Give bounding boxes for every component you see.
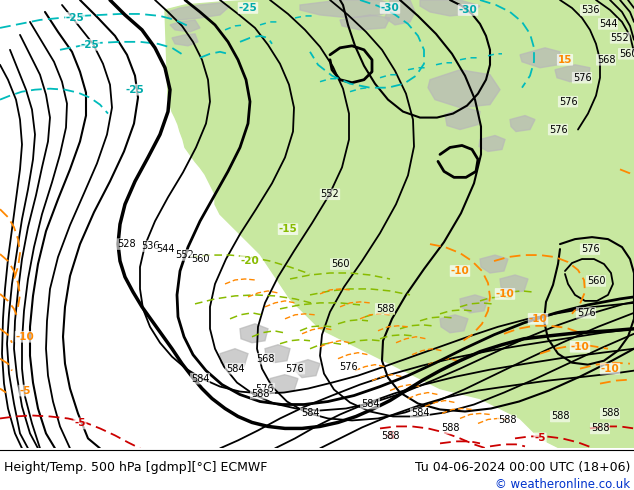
Text: -10: -10 <box>451 266 469 276</box>
Text: 588: 588 <box>376 304 394 314</box>
Polygon shape <box>460 295 488 313</box>
Text: 15: 15 <box>558 55 573 65</box>
Polygon shape <box>172 34 198 46</box>
Text: 544: 544 <box>156 244 174 254</box>
Polygon shape <box>340 15 390 30</box>
Text: 552: 552 <box>321 189 339 199</box>
Text: 584: 584 <box>411 409 429 418</box>
Text: 544: 544 <box>598 19 618 29</box>
Polygon shape <box>420 0 480 16</box>
Text: -10: -10 <box>496 289 514 299</box>
Text: 588: 588 <box>381 431 399 441</box>
Text: -10: -10 <box>16 332 34 342</box>
Text: 588: 588 <box>551 412 569 421</box>
Text: 560: 560 <box>586 276 605 286</box>
Text: -10: -10 <box>571 342 590 352</box>
Polygon shape <box>168 3 230 20</box>
Polygon shape <box>445 108 480 129</box>
Text: 584: 584 <box>191 373 209 384</box>
Polygon shape <box>240 324 268 343</box>
Text: 552: 552 <box>176 250 195 260</box>
Text: 552: 552 <box>611 33 630 43</box>
Polygon shape <box>385 0 415 25</box>
Text: 584: 584 <box>361 398 379 409</box>
Text: 560: 560 <box>619 49 634 59</box>
Text: 576: 576 <box>256 384 275 393</box>
Polygon shape <box>510 116 535 131</box>
Polygon shape <box>265 345 290 363</box>
Polygon shape <box>520 48 560 68</box>
Text: 576: 576 <box>573 73 592 83</box>
Text: 560: 560 <box>331 259 349 269</box>
Text: 588: 588 <box>251 389 269 398</box>
Polygon shape <box>220 349 248 368</box>
Text: 536: 536 <box>141 241 159 251</box>
Text: 568: 568 <box>256 354 275 364</box>
Text: -25: -25 <box>238 3 257 13</box>
Text: 576: 576 <box>548 124 567 135</box>
Polygon shape <box>270 375 298 392</box>
Text: 576: 576 <box>577 308 595 318</box>
Text: -25: -25 <box>126 85 145 95</box>
Polygon shape <box>295 360 320 378</box>
Polygon shape <box>440 315 468 333</box>
Polygon shape <box>555 65 590 82</box>
Text: -10: -10 <box>529 314 547 324</box>
Text: -5: -5 <box>384 431 396 441</box>
Text: -5: -5 <box>19 386 31 395</box>
Text: -25: -25 <box>66 13 84 23</box>
Text: 576: 576 <box>581 244 599 254</box>
Polygon shape <box>428 70 500 108</box>
Text: -10: -10 <box>600 364 619 374</box>
Text: 568: 568 <box>597 55 615 65</box>
Text: Tu 04-06-2024 00:00 UTC (18+06): Tu 04-06-2024 00:00 UTC (18+06) <box>415 461 630 474</box>
Text: -5: -5 <box>534 433 546 443</box>
Text: © weatheronline.co.uk: © weatheronline.co.uk <box>495 477 630 490</box>
Text: 588: 588 <box>441 423 459 434</box>
Text: 588: 588 <box>591 423 609 434</box>
Text: 588: 588 <box>601 409 619 418</box>
Text: 536: 536 <box>581 5 599 15</box>
Polygon shape <box>479 136 505 151</box>
Text: -20: -20 <box>241 256 259 266</box>
Text: 576: 576 <box>559 97 578 107</box>
Text: -15: -15 <box>278 224 297 234</box>
Polygon shape <box>300 0 400 18</box>
Polygon shape <box>170 20 200 32</box>
Text: 576: 576 <box>339 362 358 371</box>
Text: -30: -30 <box>380 3 399 13</box>
Text: 560: 560 <box>191 254 209 264</box>
Polygon shape <box>165 0 634 448</box>
Text: -5: -5 <box>74 418 86 428</box>
Text: -30: -30 <box>458 5 477 15</box>
Text: 576: 576 <box>286 364 304 374</box>
Text: Height/Temp. 500 hPa [gdmp][°C] ECMWF: Height/Temp. 500 hPa [gdmp][°C] ECMWF <box>4 461 268 474</box>
Text: 588: 588 <box>498 416 516 425</box>
Polygon shape <box>500 275 528 293</box>
Text: 584: 584 <box>301 409 320 418</box>
Polygon shape <box>480 255 508 273</box>
Text: 528: 528 <box>117 239 135 249</box>
Text: -25: -25 <box>81 40 100 50</box>
Text: 584: 584 <box>226 364 244 374</box>
